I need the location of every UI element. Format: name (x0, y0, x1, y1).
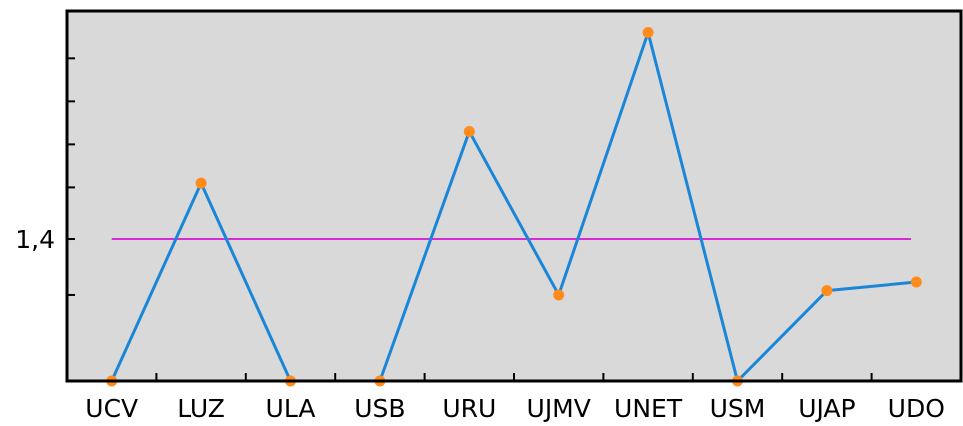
x-tick-label: UCV (85, 394, 138, 422)
y-axis-labels: 1,4 (15, 225, 55, 254)
plot-area (67, 11, 961, 381)
x-tick-label: ULA (266, 394, 316, 422)
data-point (553, 289, 565, 301)
x-tick-label: LUZ (177, 394, 225, 422)
data-point (910, 276, 922, 288)
x-tick-label: UJAP (798, 394, 855, 422)
data-point (642, 27, 654, 39)
data-point (463, 125, 475, 137)
data-point (821, 285, 833, 297)
series-line (110, 31, 917, 383)
x-tick-label: USM (710, 394, 766, 422)
data-point (195, 177, 207, 189)
y-tick-label: 1,4 (15, 225, 55, 254)
x-tick-label: UDO (888, 394, 945, 422)
x-tick-label: UNET (614, 394, 683, 422)
x-axis-labels: UCV LUZ ULA USB URU UJMV UNET USM UJAP UDO (85, 394, 945, 423)
x-tick-label: USB (354, 394, 405, 422)
x-tick-label: URU (442, 394, 496, 422)
plot-frame (65, 9, 963, 383)
x-tick-label: UJMV (527, 394, 591, 422)
